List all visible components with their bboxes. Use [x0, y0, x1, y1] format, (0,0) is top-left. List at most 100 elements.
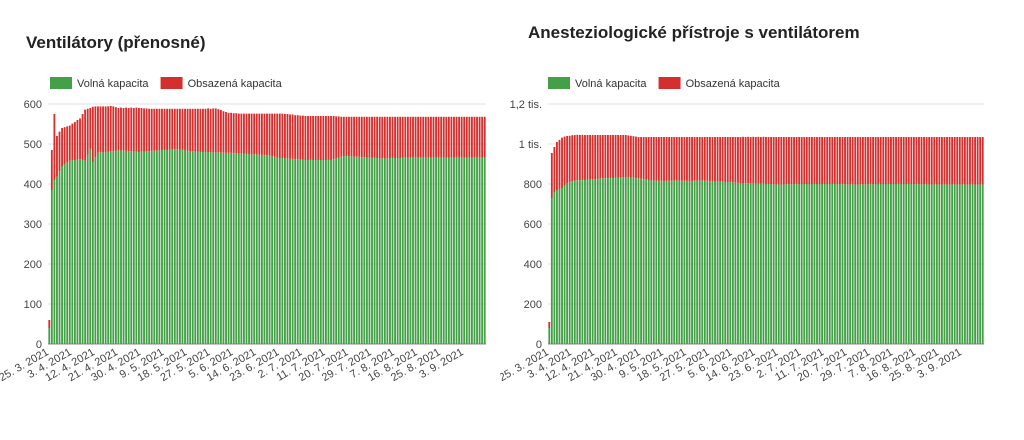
bar-obsazena [360, 116, 363, 158]
bar-volna [181, 150, 184, 344]
bar-obsazena [622, 135, 625, 178]
bar-obsazena [191, 108, 194, 152]
bar-obsazena [833, 137, 836, 184]
bar-volna [974, 184, 976, 344]
bar-volna [596, 178, 599, 344]
bar-obsazena [112, 106, 115, 152]
bar-volna [951, 184, 954, 344]
bar-obsazena [255, 113, 258, 155]
legend-swatch [160, 77, 183, 89]
bar-volna [905, 184, 908, 344]
bar-obsazena [742, 136, 744, 183]
bar-volna [189, 151, 192, 344]
bar-obsazena [132, 108, 135, 152]
bar-obsazena [573, 135, 576, 181]
bar-volna [859, 184, 862, 344]
bar-volna [386, 158, 389, 344]
bar-obsazena [930, 137, 933, 185]
bar-obsazena [386, 116, 389, 159]
bar-volna [404, 157, 407, 344]
bar-obsazena [409, 116, 412, 158]
bar-volna [73, 160, 76, 344]
bar-volna [296, 159, 299, 344]
bar-obsazena [440, 116, 443, 158]
bar-volna [450, 157, 453, 344]
bar-obsazena [979, 137, 982, 185]
bar-obsazena [81, 114, 84, 160]
bar-obsazena [645, 137, 648, 180]
bar-volna [933, 184, 936, 344]
bar-obsazena [145, 108, 148, 152]
bar-obsazena [189, 108, 192, 152]
bar-volna [571, 181, 574, 344]
bar-obsazena [859, 137, 862, 185]
bar-volna [716, 181, 719, 344]
bar-volna [440, 157, 443, 344]
legend-label: Obsazená kapacita [188, 78, 283, 90]
bar-volna [642, 179, 645, 344]
bar-obsazena [793, 137, 795, 185]
bar-volna [938, 184, 941, 344]
chart-panel-anesteziologicke: Anesteziologické přístroje s ventilátore… [500, 0, 1024, 440]
bar-volna [576, 180, 579, 344]
bar-volna [553, 192, 556, 344]
bar-volna [892, 184, 895, 344]
bar-volna [782, 184, 785, 344]
bar-obsazena [586, 135, 589, 180]
bar-obsazena [248, 113, 250, 154]
bar-obsazena [73, 122, 76, 160]
bar-obsazena [849, 137, 852, 185]
bar-obsazena [309, 116, 312, 160]
bar-volna [168, 149, 171, 344]
bar-volna [237, 153, 240, 344]
bar-volna [138, 152, 140, 344]
bar-obsazena [627, 135, 630, 178]
bar-obsazena [342, 116, 345, 156]
bar-volna [383, 158, 386, 344]
bar-obsazena [348, 116, 350, 157]
bar-volna [772, 184, 775, 344]
bar-volna [882, 184, 885, 344]
bar-volna [604, 178, 607, 344]
bar-volna [691, 180, 693, 344]
bar-obsazena [652, 137, 655, 181]
bar-obsazena [99, 106, 102, 153]
bar-obsazena [301, 115, 304, 160]
bar-volna [120, 150, 122, 344]
bar-volna [460, 157, 463, 344]
bar-volna [935, 184, 938, 344]
bar-obsazena [867, 137, 869, 185]
bar-obsazena [445, 116, 448, 158]
bar-volna [726, 182, 729, 344]
bar-volna [84, 160, 87, 344]
bar-volna [389, 158, 391, 344]
bar-volna [823, 184, 826, 344]
bar-obsazena [892, 137, 895, 184]
bar-obsazena [800, 137, 803, 184]
legend-swatch [50, 77, 72, 89]
bar-volna [243, 153, 245, 344]
bar-obsazena [109, 106, 112, 152]
bar-obsazena [596, 135, 599, 179]
bar-obsazena [617, 135, 620, 178]
bar-obsazena [680, 137, 683, 181]
bar-obsazena [854, 137, 857, 185]
bar-volna [844, 184, 846, 344]
bar-volna [647, 180, 650, 344]
bar-obsazena [619, 135, 622, 178]
bar-volna [640, 178, 642, 344]
bar-volna [912, 184, 915, 344]
bar-volna [127, 151, 130, 344]
bar-obsazena [884, 137, 887, 184]
bar-obsazena [696, 137, 699, 181]
bar-volna [214, 152, 217, 344]
bar-volna [678, 180, 681, 344]
bar-volna [770, 184, 773, 344]
bar-obsazena [120, 107, 122, 151]
bar-volna [245, 154, 248, 344]
bar-obsazena [419, 116, 422, 158]
bar-obsazena [604, 135, 607, 179]
bar-volna [915, 184, 918, 344]
bar-volna [358, 156, 361, 344]
bar-obsazena [923, 137, 925, 185]
